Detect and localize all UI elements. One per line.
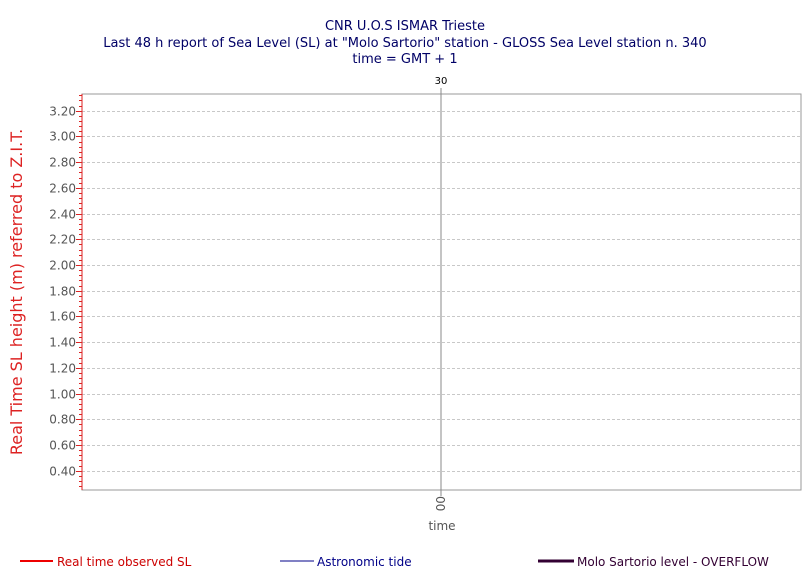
y-tick-label: 2.00 [49, 259, 76, 273]
y-axis-label: Real Time SL height (m) referred to Z.I.… [7, 129, 26, 455]
legend-label-overflow: Molo Sartorio level - OVERFLOW [577, 555, 769, 569]
y-tick-label: 1.60 [49, 310, 76, 324]
y-tick-label: 1.80 [49, 285, 76, 299]
y-tick-label: 1.00 [49, 388, 76, 402]
y-axis: 0.40 0.60 0.80 1.00 1.20 1.40 1.60 1.80 2.00 2.20… [49, 105, 82, 479]
y-tick-label: 3.20 [49, 105, 76, 119]
x-axis-label: time [428, 519, 455, 533]
legend: Real time observed SL Astronomic tide Mo… [20, 555, 769, 569]
y-tick-label: 2.20 [49, 233, 76, 247]
y-tick-label: 2.60 [49, 182, 76, 196]
y-tick-label: 1.20 [49, 362, 76, 376]
day-marker-label: 30 [435, 76, 448, 87]
legend-label-observed: Real time observed SL [57, 555, 192, 569]
x-tick-label: 00 [433, 496, 447, 511]
y-tick-label: 0.40 [49, 465, 76, 479]
legend-label-tide: Astronomic tide [317, 555, 412, 569]
chart-subtitle-time: time = GMT + 1 [352, 52, 457, 67]
y-tick-label: 0.60 [49, 439, 76, 453]
y-tick-label: 1.40 [49, 336, 76, 350]
y-tick-label: 2.40 [49, 208, 76, 222]
chart-subtitle: Last 48 h report of Sea Level (SL) at "M… [103, 36, 706, 51]
y-tick-label: 2.80 [49, 156, 76, 170]
y-tick-label: 3.00 [49, 130, 76, 144]
chart-title: CNR U.O.S ISMAR Trieste [325, 19, 485, 34]
y-tick-label: 0.80 [49, 413, 76, 427]
